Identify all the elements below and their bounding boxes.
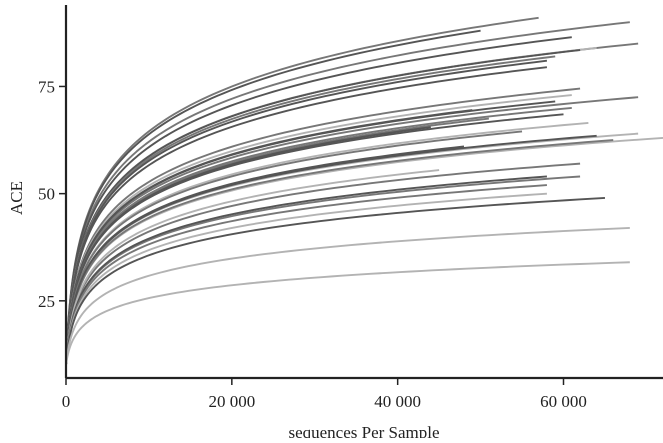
series-line-10 bbox=[65, 66, 548, 366]
y-tick-label-25: 25 bbox=[38, 292, 55, 311]
series-line-26 bbox=[65, 145, 465, 366]
x-axis-title: sequences Per Sample bbox=[288, 423, 439, 438]
series-line-33 bbox=[65, 196, 606, 366]
series-line-28 bbox=[65, 169, 440, 366]
tick-layer: 25 50 75 0 20 000 40 000 60 000 bbox=[38, 77, 587, 411]
y-tick-label-50: 50 bbox=[38, 185, 55, 204]
x-tick-label-1: 20 000 bbox=[208, 392, 255, 411]
y-axis-title: ACE bbox=[7, 181, 26, 215]
series-line-35 bbox=[65, 261, 630, 366]
series-line-24 bbox=[65, 136, 663, 366]
series-line-34 bbox=[65, 226, 630, 366]
x-tick-label-0: 0 bbox=[62, 392, 71, 411]
series-line-25 bbox=[65, 139, 614, 366]
series-layer bbox=[65, 16, 663, 366]
x-tick-label-2: 40 000 bbox=[374, 392, 421, 411]
y-tick-label-75: 75 bbox=[38, 77, 55, 96]
x-tick-label-3: 60 000 bbox=[540, 392, 587, 411]
